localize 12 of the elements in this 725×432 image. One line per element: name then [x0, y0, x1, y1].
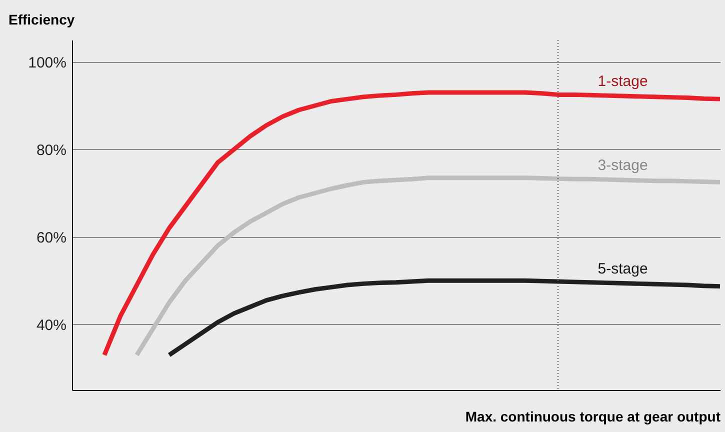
y-tick-label: 100%: [28, 54, 66, 72]
y-axis-title: Efficiency: [8, 12, 75, 28]
y-tick-label: 60%: [36, 229, 66, 246]
line-series: [134, 176, 722, 358]
series-label: 3-stage: [598, 157, 648, 174]
series-label: 1-stage: [598, 73, 648, 90]
line-series: [102, 90, 722, 358]
line-series: [166, 278, 722, 358]
x-axis-title: Max. continuous torque at gear output: [465, 408, 721, 424]
y-tick-label: 80%: [36, 142, 66, 159]
y-tick-label: 40%: [36, 316, 66, 334]
series-label: 5-stage: [598, 260, 648, 278]
